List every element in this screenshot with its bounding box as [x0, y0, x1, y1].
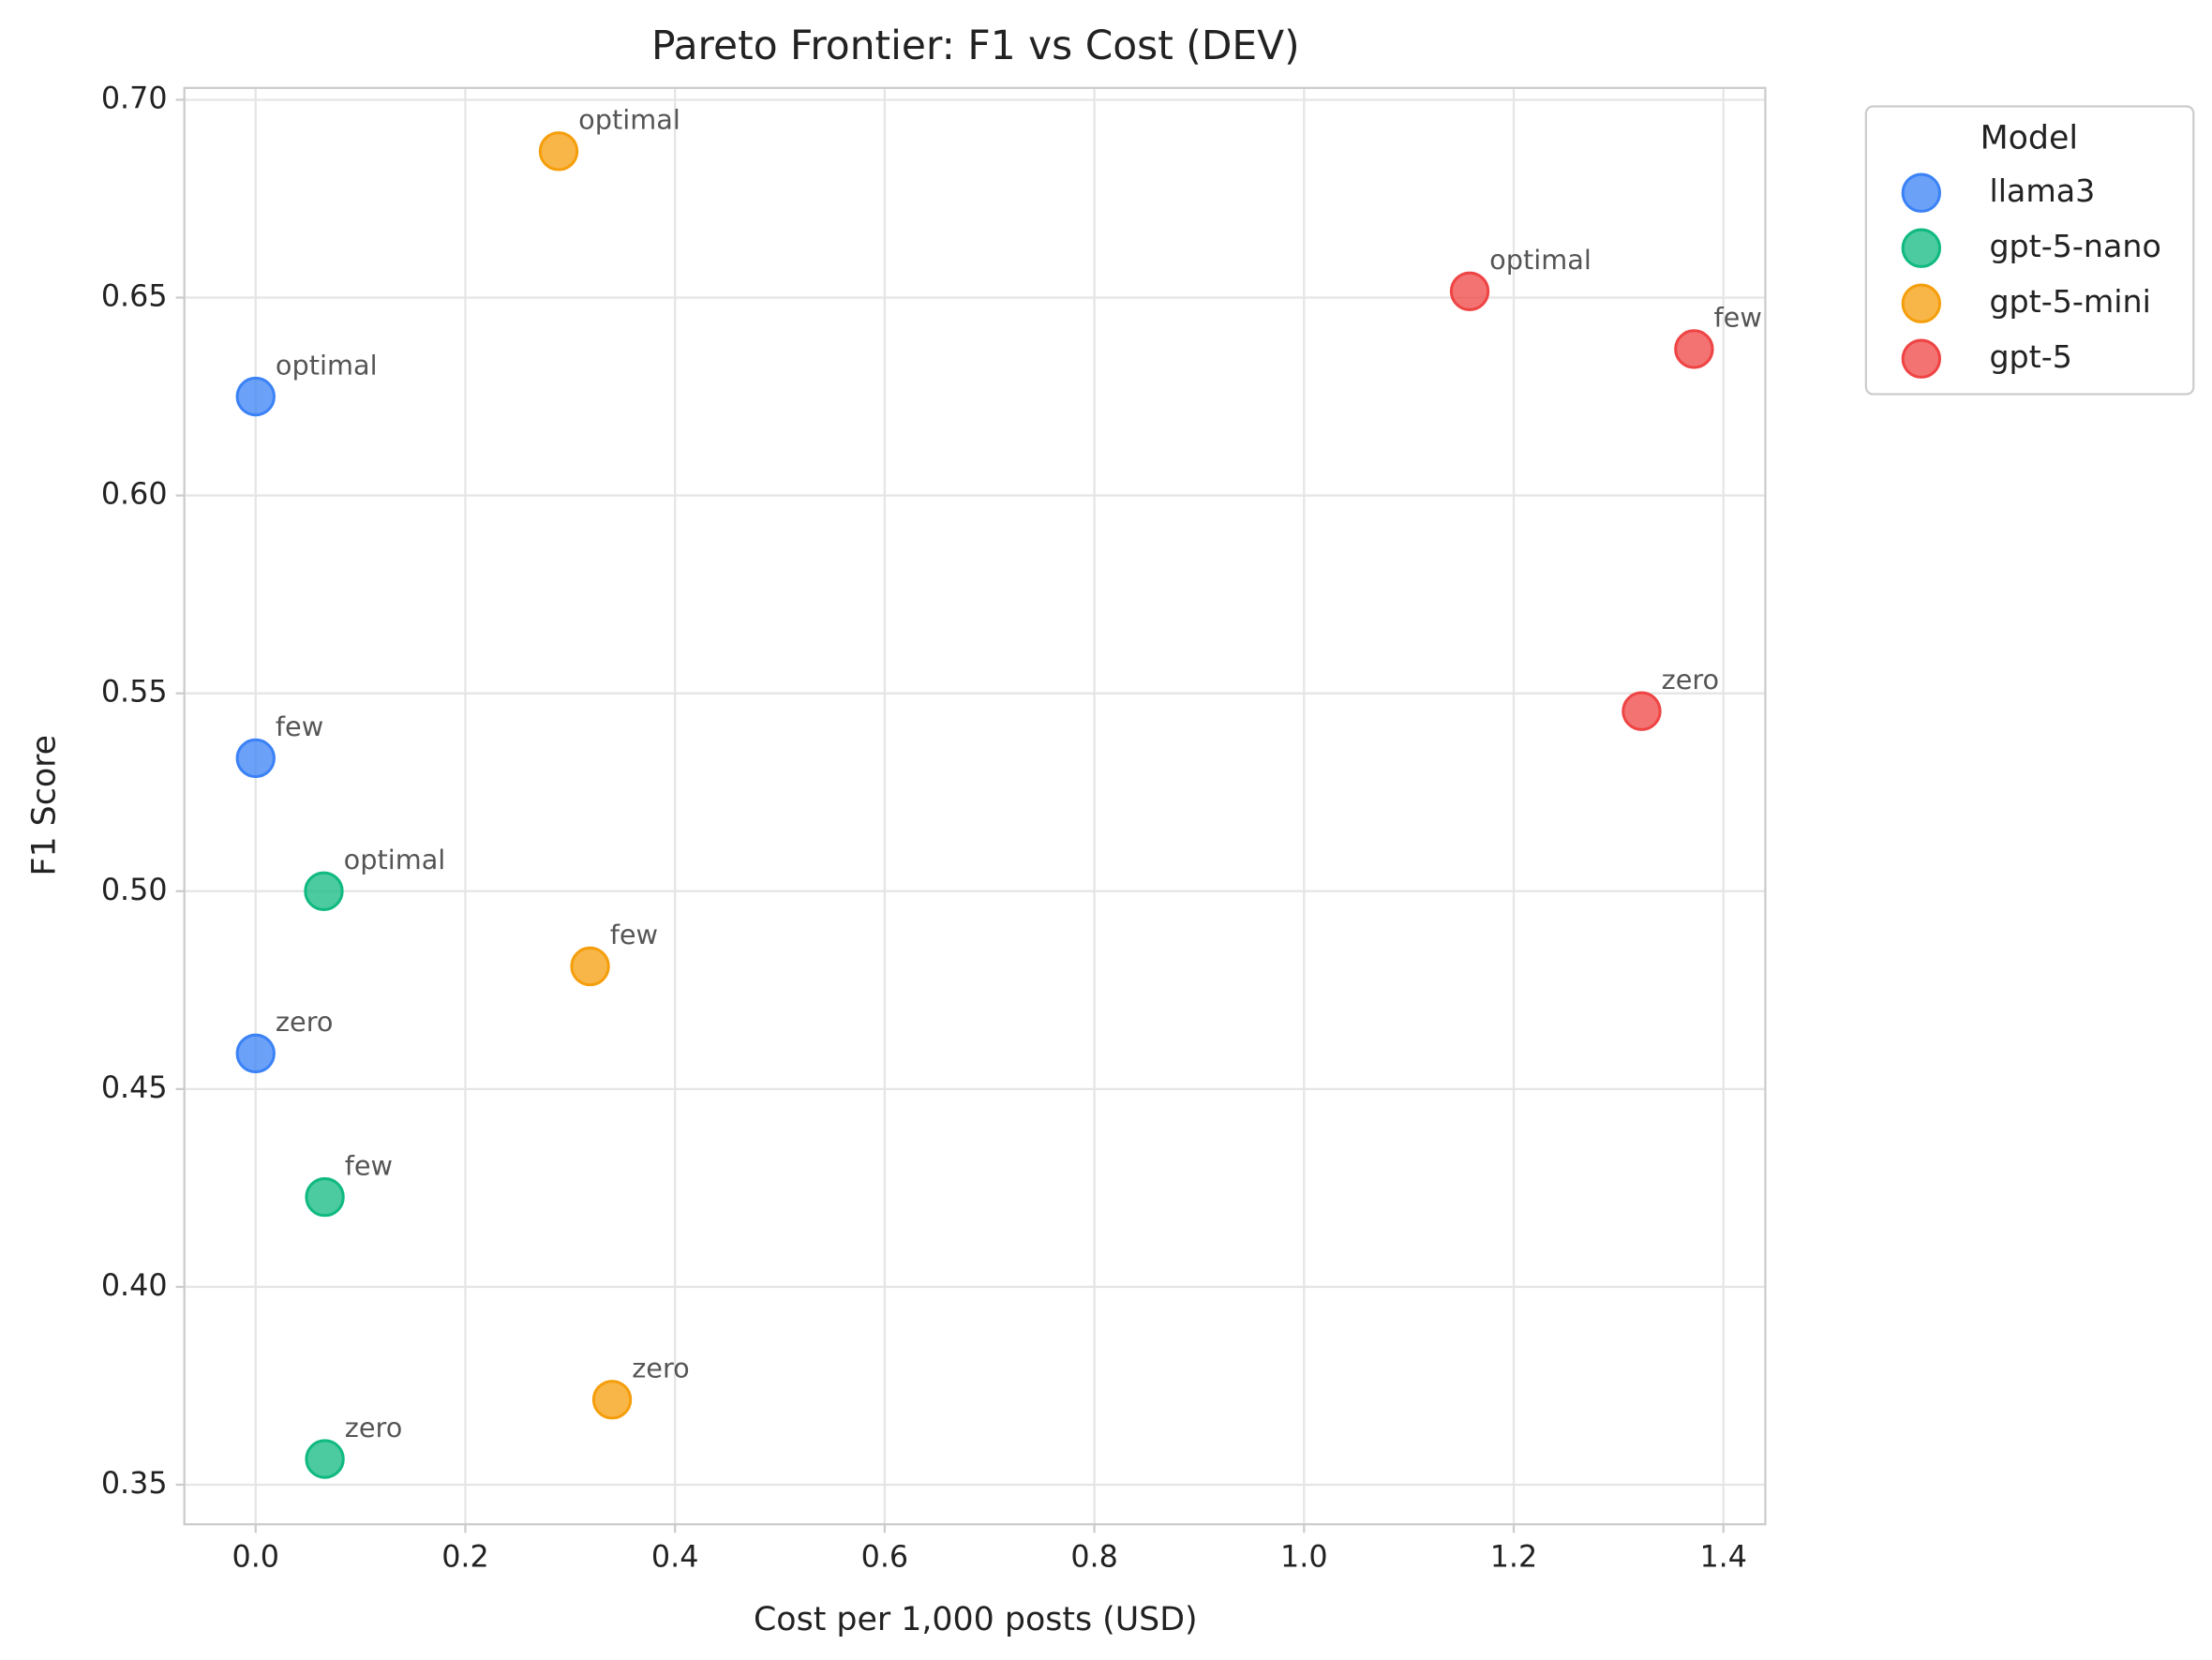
y-axis-label: F1 Score [25, 735, 63, 876]
scatter-point [1449, 271, 1490, 311]
legend-marker [1901, 172, 1942, 213]
plot-frame [183, 86, 1767, 1526]
legend-marker [1901, 228, 1942, 268]
scatter-point [235, 1033, 276, 1074]
y-tick-label: 0.35 [101, 1467, 168, 1501]
scatter-point [570, 946, 610, 987]
legend-marker [1901, 283, 1942, 323]
x-tick-label: 0.0 [232, 1541, 279, 1575]
legend-marker [1901, 338, 1942, 379]
x-tick-label: 1.0 [1280, 1541, 1328, 1575]
scatter-point [591, 1380, 633, 1420]
scatter-point [235, 376, 276, 417]
x-axis-label: Cost per 1,000 posts (USD) [754, 1601, 1198, 1638]
point-label: few [1714, 302, 1762, 334]
point-label: few [276, 710, 323, 742]
legend-box [1864, 105, 2195, 396]
y-tick-label: 0.70 [101, 82, 168, 115]
x-tick-label: 0.6 [861, 1541, 908, 1575]
y-tick-label: 0.55 [101, 676, 168, 710]
legend-label: llama3 [1989, 172, 2095, 209]
legend-title: Model [1980, 119, 2078, 157]
scatter-point [305, 1176, 345, 1218]
point-label: zero [276, 1006, 334, 1038]
x-tick-label: 1.2 [1490, 1541, 1538, 1575]
y-tick-label: 0.60 [101, 478, 168, 512]
x-tick-label: 0.8 [1070, 1541, 1117, 1575]
scatter-point [538, 131, 579, 172]
point-label: few [345, 1149, 393, 1181]
chart-title: Pareto Frontier: F1 vs Cost (DEV) [651, 22, 1300, 68]
scatter-point [235, 738, 276, 779]
x-tick-label: 1.4 [1699, 1541, 1747, 1575]
y-tick-label: 0.65 [101, 280, 168, 314]
legend-label: gpt-5-nano [1989, 228, 2160, 264]
point-label: zero [345, 1412, 403, 1443]
point-label: few [610, 919, 658, 950]
x-tick-label: 0.2 [441, 1541, 489, 1575]
point-label: zero [632, 1352, 690, 1383]
y-tick-label: 0.50 [101, 874, 168, 907]
scatter-point [305, 1439, 345, 1479]
scatter-point [1674, 329, 1714, 369]
point-label: optimal [276, 349, 378, 381]
scatter-point [1622, 691, 1662, 731]
y-tick-label: 0.40 [101, 1269, 168, 1303]
x-tick-label: 0.4 [651, 1541, 699, 1575]
point-label: optimal [344, 844, 446, 875]
y-tick-label: 0.45 [101, 1071, 168, 1105]
point-label: zero [1662, 664, 1720, 695]
legend-label: gpt-5 [1989, 338, 2071, 375]
legend-label: gpt-5-mini [1989, 283, 2150, 320]
point-label: optimal [578, 104, 680, 136]
scatter-point [304, 871, 344, 911]
point-label: optimal [1489, 244, 1592, 276]
